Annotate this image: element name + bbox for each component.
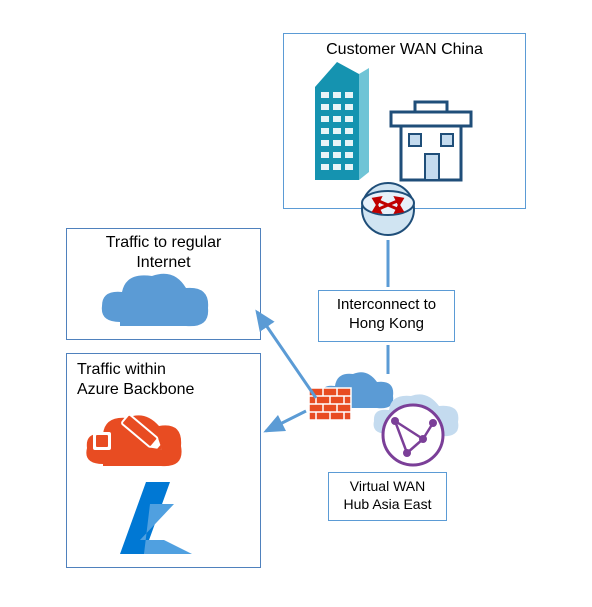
connector-layer-front (0, 0, 592, 607)
